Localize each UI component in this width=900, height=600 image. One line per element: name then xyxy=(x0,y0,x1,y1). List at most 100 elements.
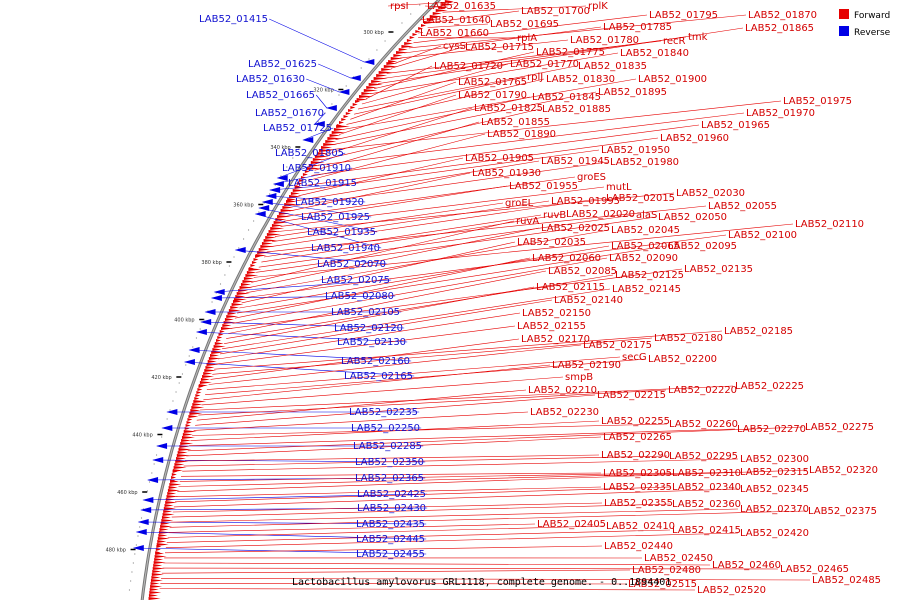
forward-leader xyxy=(272,200,550,242)
forward-gene xyxy=(191,406,205,409)
reverse-gene xyxy=(269,187,281,193)
forward-leader xyxy=(162,567,779,570)
forward-gene xyxy=(223,321,236,324)
forward-leader xyxy=(328,100,782,151)
forward-gene xyxy=(167,492,177,495)
forward-leader xyxy=(263,214,542,258)
reverse-gene xyxy=(349,75,361,81)
forward-gene xyxy=(149,591,162,594)
forward-leader xyxy=(203,364,551,401)
forward-gene-label: smpB xyxy=(565,372,593,383)
reverse-gene-label: LAB52_02350 xyxy=(355,457,424,468)
forward-gene-label: LAB52_02135 xyxy=(684,264,753,275)
forward-gene xyxy=(258,248,270,251)
forward-gene xyxy=(208,357,221,360)
forward-gene-label: rplK xyxy=(588,1,608,12)
forward-gene xyxy=(199,381,212,384)
forward-gene xyxy=(197,388,203,391)
forward-gene xyxy=(343,115,349,118)
forward-leader xyxy=(251,220,515,283)
forward-leader xyxy=(253,223,794,278)
forward-gene xyxy=(204,369,217,372)
forward-gene xyxy=(248,268,262,271)
forward-gene xyxy=(368,83,383,86)
forward-gene xyxy=(441,3,454,6)
forward-gene xyxy=(195,394,201,397)
forward-gene-label: LAB52_02340 xyxy=(672,482,741,493)
forward-leader xyxy=(314,121,480,171)
forward-gene xyxy=(176,454,190,457)
forward-gene-label: groEL xyxy=(505,198,534,209)
ruler-dot xyxy=(175,391,177,393)
forward-gene xyxy=(277,215,292,218)
forward-gene-label: recR xyxy=(663,36,686,47)
forward-gene xyxy=(398,48,408,51)
ruler-dot xyxy=(178,382,180,384)
forward-gene xyxy=(325,140,337,143)
forward-gene-label: LAB52_02335 xyxy=(603,482,672,493)
forward-leader xyxy=(186,436,602,457)
forward-gene xyxy=(345,112,351,115)
reverse-gene xyxy=(254,211,266,217)
forward-gene xyxy=(242,280,256,283)
reverse-leader xyxy=(318,63,351,79)
forward-gene xyxy=(183,430,197,433)
forward-leader xyxy=(199,385,734,411)
ruler-dot xyxy=(131,571,133,573)
forward-gene xyxy=(396,51,409,54)
forward-gene xyxy=(154,555,167,558)
forward-gene xyxy=(184,427,190,430)
reverse-leader xyxy=(214,279,392,293)
forward-gene xyxy=(418,27,424,30)
reverse-leader xyxy=(262,201,372,218)
forward-gene xyxy=(429,15,442,18)
forward-gene xyxy=(148,594,158,597)
forward-leader xyxy=(442,5,587,13)
forward-gene xyxy=(198,385,204,388)
ruler-dot xyxy=(169,409,171,411)
forward-gene xyxy=(261,242,273,245)
ruler-dot xyxy=(253,220,255,222)
forward-gene xyxy=(273,221,288,224)
scale-tick-label: 400 kbp xyxy=(174,318,194,324)
forward-gene xyxy=(154,558,164,561)
forward-leader xyxy=(160,583,627,585)
forward-gene xyxy=(266,233,281,236)
forward-gene-label: LAB52_02465 xyxy=(780,564,849,575)
ruler-dot xyxy=(338,94,340,96)
reverse-gene-label: LAB52_02430 xyxy=(357,503,426,514)
reverse-gene xyxy=(325,105,337,111)
forward-gene xyxy=(163,507,176,510)
forward-gene xyxy=(160,522,170,525)
reverse-leader xyxy=(266,195,366,203)
forward-gene-label: LAB52_01845 xyxy=(532,92,601,103)
reverse-gene xyxy=(338,89,350,95)
forward-gene-label: LAB52_02050 xyxy=(658,212,727,223)
forward-gene-label: LAB52_02320 xyxy=(809,465,878,476)
forward-gene xyxy=(333,128,345,131)
forward-gene xyxy=(238,289,249,292)
forward-gene xyxy=(210,354,220,357)
ruler-dot xyxy=(185,364,187,366)
forward-leader xyxy=(182,458,739,472)
forward-gene xyxy=(350,106,356,109)
forward-gene xyxy=(150,582,160,585)
forward-leader xyxy=(232,257,608,324)
forward-gene xyxy=(221,327,234,330)
forward-gene xyxy=(423,21,436,24)
map-caption: Lactobacillus amylovorus GRL1118, comple… xyxy=(292,577,672,588)
scale-tick-label: 480 kbp xyxy=(106,548,126,554)
forward-gene xyxy=(207,360,217,363)
reverse-leader xyxy=(235,249,388,265)
forward-gene xyxy=(205,366,215,369)
forward-gene-label: LAB52_02190 xyxy=(552,360,621,371)
forward-gene-label: LAB52_02370 xyxy=(740,504,809,515)
forward-gene-label: LAB52_02185 xyxy=(724,326,793,337)
ruler-dot xyxy=(311,130,313,132)
forward-leader xyxy=(365,65,433,100)
ruler-dot xyxy=(269,193,271,195)
forward-gene xyxy=(361,92,373,95)
forward-leader xyxy=(224,286,535,344)
forward-leader xyxy=(432,10,520,23)
forward-gene xyxy=(216,339,222,342)
